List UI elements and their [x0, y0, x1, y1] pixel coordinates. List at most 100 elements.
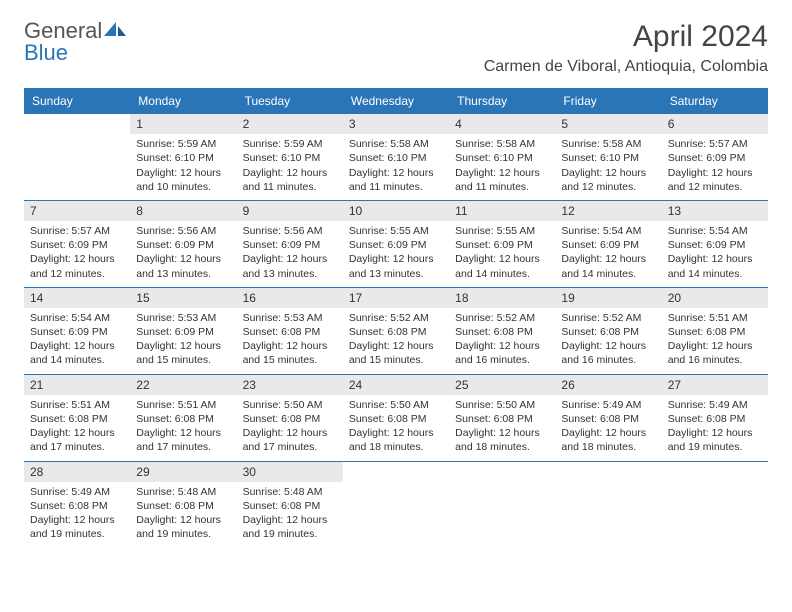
logo-word-2: Blue	[24, 40, 68, 65]
daylight-text: and 19 minutes.	[136, 527, 230, 541]
sunrise-text: Sunrise: 5:48 AM	[136, 485, 230, 499]
day-cell: 10Sunrise: 5:55 AMSunset: 6:09 PMDayligh…	[343, 201, 449, 287]
daylight-text: Daylight: 12 hours	[243, 513, 337, 527]
sunrise-text: Sunrise: 5:58 AM	[349, 137, 443, 151]
week-row: 28Sunrise: 5:49 AMSunset: 6:08 PMDayligh…	[24, 462, 768, 548]
day-cell: 26Sunrise: 5:49 AMSunset: 6:08 PMDayligh…	[555, 375, 661, 461]
daylight-text: and 19 minutes.	[668, 440, 762, 454]
daylight-text: Daylight: 12 hours	[136, 339, 230, 353]
sunrise-text: Sunrise: 5:58 AM	[561, 137, 655, 151]
day-cell: 14Sunrise: 5:54 AMSunset: 6:09 PMDayligh…	[24, 288, 130, 374]
daylight-text: and 18 minutes.	[349, 440, 443, 454]
daylight-text: Daylight: 12 hours	[243, 252, 337, 266]
days-of-week-row: Sunday Monday Tuesday Wednesday Thursday…	[24, 88, 768, 114]
daylight-text: Daylight: 12 hours	[136, 513, 230, 527]
daylight-text: and 14 minutes.	[455, 267, 549, 281]
daylight-text: and 13 minutes.	[349, 267, 443, 281]
sunset-text: Sunset: 6:08 PM	[243, 412, 337, 426]
daylight-text: Daylight: 12 hours	[30, 252, 124, 266]
sunset-text: Sunset: 6:10 PM	[136, 151, 230, 165]
daylight-text: and 15 minutes.	[243, 353, 337, 367]
daylight-text: and 14 minutes.	[561, 267, 655, 281]
day-number: 24	[343, 375, 449, 395]
location-text: Carmen de Viboral, Antioquia, Colombia	[484, 58, 768, 76]
sunset-text: Sunset: 6:08 PM	[455, 412, 549, 426]
day-cell: 24Sunrise: 5:50 AMSunset: 6:08 PMDayligh…	[343, 375, 449, 461]
day-cell: 3Sunrise: 5:58 AMSunset: 6:10 PMDaylight…	[343, 114, 449, 200]
day-number: 13	[662, 201, 768, 221]
day-number: 20	[662, 288, 768, 308]
sunrise-text: Sunrise: 5:59 AM	[136, 137, 230, 151]
daylight-text: Daylight: 12 hours	[455, 339, 549, 353]
day-number: 8	[130, 201, 236, 221]
daylight-text: Daylight: 12 hours	[349, 426, 443, 440]
daylight-text: and 16 minutes.	[561, 353, 655, 367]
daylight-text: Daylight: 12 hours	[349, 252, 443, 266]
day-cell: 20Sunrise: 5:51 AMSunset: 6:08 PMDayligh…	[662, 288, 768, 374]
dow-sunday: Sunday	[24, 88, 130, 114]
daylight-text: Daylight: 12 hours	[668, 426, 762, 440]
sunrise-text: Sunrise: 5:58 AM	[455, 137, 549, 151]
sunrise-text: Sunrise: 5:51 AM	[136, 398, 230, 412]
sunset-text: Sunset: 6:08 PM	[243, 325, 337, 339]
sunrise-text: Sunrise: 5:50 AM	[455, 398, 549, 412]
sunset-text: Sunset: 6:10 PM	[561, 151, 655, 165]
sunrise-text: Sunrise: 5:55 AM	[349, 224, 443, 238]
day-cell: 9Sunrise: 5:56 AMSunset: 6:09 PMDaylight…	[237, 201, 343, 287]
day-number: 7	[24, 201, 130, 221]
day-cell: 8Sunrise: 5:56 AMSunset: 6:09 PMDaylight…	[130, 201, 236, 287]
sunset-text: Sunset: 6:08 PM	[243, 499, 337, 513]
day-number: 6	[662, 114, 768, 134]
sunset-text: Sunset: 6:09 PM	[349, 238, 443, 252]
day-cell: 29 Sunrise: 5:48 AMSunset: 6:08 PMDayligh…	[130, 462, 236, 548]
header: General Blue April 2024 Carmen de Vibora…	[24, 20, 768, 76]
sunset-text: Sunset: 6:08 PM	[136, 499, 230, 513]
daylight-text: and 14 minutes.	[30, 353, 124, 367]
day-number: 4	[449, 114, 555, 134]
daylight-text: and 16 minutes.	[668, 353, 762, 367]
day-number: 23	[237, 375, 343, 395]
sunrise-text: Sunrise: 5:52 AM	[349, 311, 443, 325]
month-title: April 2024	[484, 20, 768, 54]
sunset-text: Sunset: 6:09 PM	[30, 325, 124, 339]
sunset-text: Sunset: 6:08 PM	[561, 325, 655, 339]
week-row: 1Sunrise: 5:59 AMSunset: 6:10 PMDaylight…	[24, 114, 768, 201]
sunrise-text: Sunrise: 5:54 AM	[561, 224, 655, 238]
dow-tuesday: Tuesday	[237, 88, 343, 114]
sunset-text: Sunset: 6:08 PM	[668, 412, 762, 426]
day-cell: 30Sunrise: 5:48 AMSunset: 6:08 PMDayligh…	[237, 462, 343, 548]
dow-monday: Monday	[130, 88, 236, 114]
daylight-text: Daylight: 12 hours	[136, 252, 230, 266]
daylight-text: and 17 minutes.	[30, 440, 124, 454]
logo: General Blue	[24, 20, 128, 64]
sunrise-text: Sunrise: 5:53 AM	[243, 311, 337, 325]
daylight-text: Daylight: 12 hours	[136, 426, 230, 440]
calendar-page: General Blue April 2024 Carmen de Vibora…	[0, 0, 792, 567]
daylight-text: Daylight: 12 hours	[349, 339, 443, 353]
daylight-text: and 16 minutes.	[455, 353, 549, 367]
empty-cell	[24, 114, 130, 200]
week-row: 7Sunrise: 5:57 AMSunset: 6:09 PMDaylight…	[24, 201, 768, 288]
daylight-text: Daylight: 12 hours	[455, 252, 549, 266]
title-block: April 2024 Carmen de Viboral, Antioquia,…	[484, 20, 768, 76]
sunset-text: Sunset: 6:10 PM	[349, 151, 443, 165]
daylight-text: and 12 minutes.	[30, 267, 124, 281]
day-number: 22	[130, 375, 236, 395]
day-number: 29	[130, 462, 236, 482]
daylight-text: and 11 minutes.	[243, 180, 337, 194]
sunset-text: Sunset: 6:09 PM	[30, 238, 124, 252]
sunset-text: Sunset: 6:08 PM	[349, 412, 443, 426]
daylight-text: and 12 minutes.	[561, 180, 655, 194]
sunset-text: Sunset: 6:08 PM	[30, 499, 124, 513]
daylight-text: Daylight: 12 hours	[561, 426, 655, 440]
daylight-text: Daylight: 12 hours	[455, 426, 549, 440]
day-number: 14	[24, 288, 130, 308]
sunset-text: Sunset: 6:08 PM	[30, 412, 124, 426]
daylight-text: and 11 minutes.	[349, 180, 443, 194]
day-number: 26	[555, 375, 661, 395]
daylight-text: and 10 minutes.	[136, 180, 230, 194]
day-cell: 22Sunrise: 5:51 AMSunset: 6:08 PMDayligh…	[130, 375, 236, 461]
day-cell: 23Sunrise: 5:50 AMSunset: 6:08 PMDayligh…	[237, 375, 343, 461]
sunrise-text: Sunrise: 5:50 AM	[243, 398, 337, 412]
logo-text: General Blue	[24, 20, 128, 64]
